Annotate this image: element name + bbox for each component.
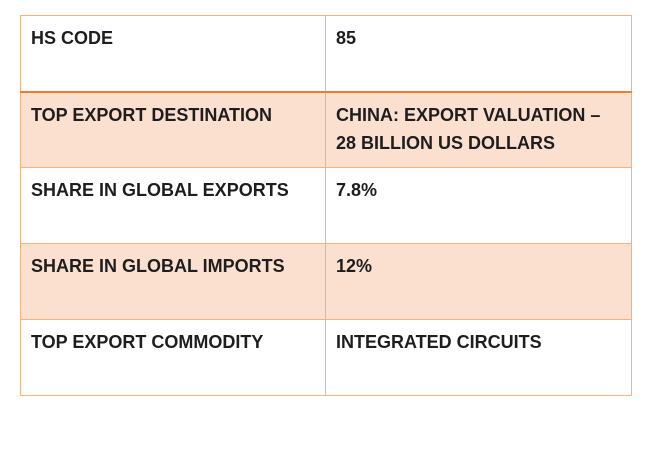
table-row: HS CODE 85 — [20, 15, 632, 93]
row-value: INTEGRATED CIRCUITS — [325, 319, 632, 396]
table-row: TOP EXPORT COMMODITY INTEGRATED CIRCUITS — [20, 319, 632, 396]
row-label: SHARE IN GLOBAL IMPORTS — [20, 243, 326, 320]
row-label: SHARE IN GLOBAL EXPORTS — [20, 167, 326, 244]
table-row: TOP EXPORT DESTINATION CHINA: EXPORT VALU… — [20, 91, 632, 168]
row-label: HS CODE — [20, 15, 326, 93]
row-value: 12% — [325, 243, 632, 320]
row-value: CHINA: EXPORT VALUATION – 28 BILLION US … — [325, 91, 632, 168]
table-body: HS CODE 85 TOP EXPORT DESTINATION CHINA: EX… — [20, 15, 632, 396]
row-label: TOP EXPORT DESTINATION — [20, 91, 326, 168]
row-value: 85 — [325, 15, 632, 93]
row-label: TOP EXPORT COMMODITY — [20, 319, 326, 396]
info-table: HS CODE 85 TOP EXPORT DESTINATION CHINA: EX… — [20, 15, 632, 396]
table-row: SHARE IN GLOBAL IMPORTS 12% — [20, 243, 632, 320]
table-row: SHARE IN GLOBAL EXPORTS 7.8% — [20, 167, 632, 244]
row-value: 7.8% — [325, 167, 632, 244]
